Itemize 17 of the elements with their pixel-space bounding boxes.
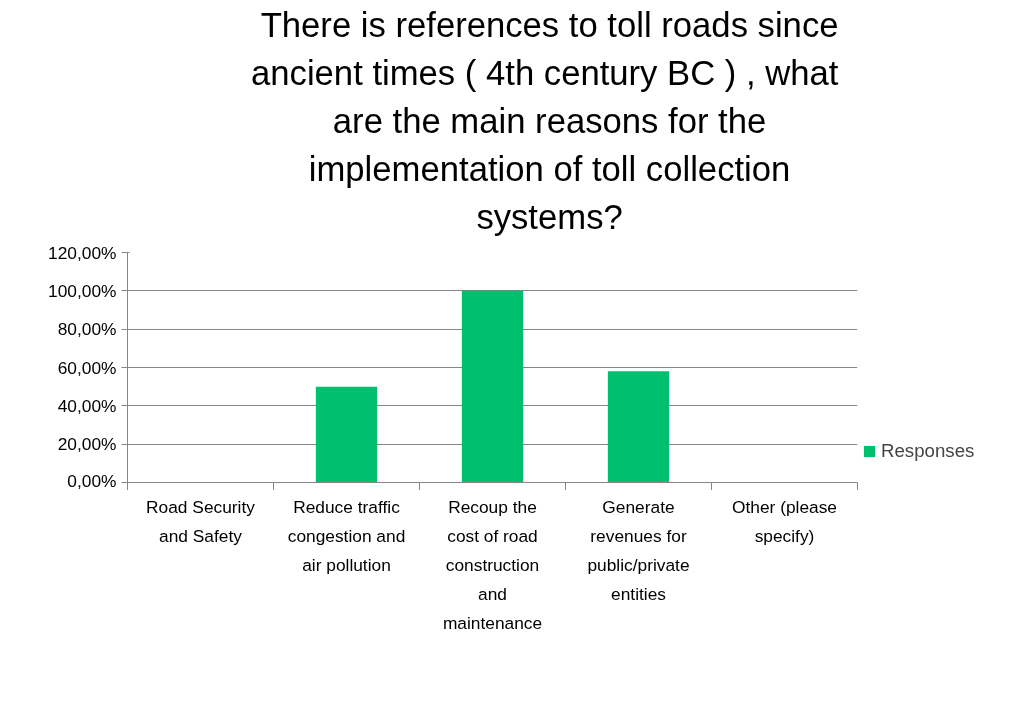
y-tick-label: 120,00%: [48, 242, 117, 263]
y-tick-label: 20,00%: [57, 434, 117, 455]
bar: [607, 371, 670, 483]
bar: [315, 386, 378, 483]
legend-label: Responses: [881, 440, 975, 462]
x-tick-label: Generate revenues for public/private entities: [587, 497, 690, 605]
y-tick-label: 80,00%: [57, 319, 117, 340]
chart-title: There is references to toll roads since ancient times ( 4th century BC ) , what are the main reasons for the implementation of toll collection systems?: [251, 5, 839, 236]
y-tick-label: 0,00%: [67, 470, 117, 491]
x-tick-label: Road Security and Safety: [146, 497, 256, 547]
y-tick-label: 40,00%: [57, 395, 117, 416]
y-tick-label: 100,00%: [48, 280, 117, 301]
bar: [461, 290, 524, 483]
x-tick-label: Other (please specify): [732, 497, 837, 547]
y-tick-label: 60,00%: [57, 357, 117, 378]
x-tick-label: Recoup the cost of road construction and maintenance: [442, 497, 543, 634]
x-tick-label: Reduce traffic congestion and air pollution: [287, 497, 406, 576]
